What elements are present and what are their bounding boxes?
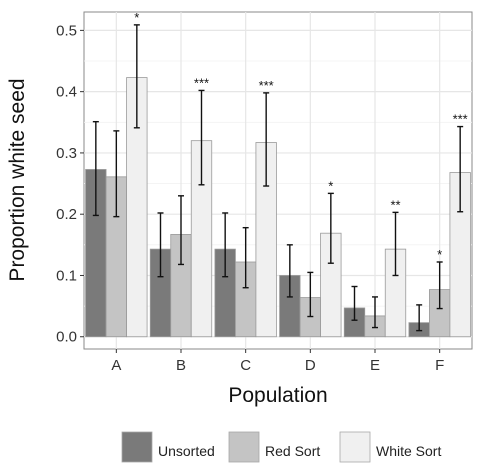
legend-swatch <box>121 431 153 463</box>
error-bar <box>416 304 423 332</box>
x-axis-title: Population <box>228 384 327 407</box>
legend-label: White Sort <box>376 443 441 459</box>
significance-label: * <box>134 10 139 25</box>
legend-label: Unsorted <box>158 443 215 459</box>
x-tick-label: F <box>435 357 444 374</box>
error-bar <box>157 212 164 278</box>
plot-panel <box>83 11 473 350</box>
error-bar <box>263 92 270 187</box>
x-tick-label: E <box>370 357 380 374</box>
y-tick-label: 0.3 <box>56 145 77 162</box>
y-tick-label: 0.4 <box>56 84 77 101</box>
x-tick-label: D <box>305 357 316 374</box>
error-bar <box>436 261 443 310</box>
legend-swatch <box>228 431 260 463</box>
y-axis-title: Proportion white seed <box>6 78 29 281</box>
error-bar <box>286 244 293 298</box>
legend-item-white-sort: White Sort <box>339 431 441 463</box>
significance-label: * <box>328 178 333 193</box>
significance-label: * <box>437 247 442 262</box>
x-tick-label: B <box>176 357 186 374</box>
significance-labels: ***** ********* <box>134 10 467 262</box>
legend-label: Red Sort <box>265 443 320 459</box>
error-bar <box>372 296 378 329</box>
legend-item-red-sort: Red Sort <box>228 431 320 463</box>
significance-label: *** <box>259 78 274 93</box>
error-bar <box>307 271 314 318</box>
error-bar <box>222 212 229 278</box>
error-bar <box>113 130 120 218</box>
error-bar <box>242 226 249 289</box>
x-tick-label: C <box>240 357 251 374</box>
legend: Unsorted Red Sort White Sort <box>121 431 441 463</box>
error-bar <box>327 192 334 264</box>
significance-label: *** <box>453 112 468 127</box>
error-bar <box>198 89 205 186</box>
error-bar <box>133 24 140 129</box>
y-tick-label: 0.5 <box>56 22 77 39</box>
y-tick-label: 0.1 <box>56 267 77 284</box>
y-axis: 0.0 0.1 0.2 0.3 0.4 0.5 <box>56 22 84 346</box>
y-tick-label: 0.0 <box>56 329 77 346</box>
error-bar <box>178 195 184 266</box>
y-tick-label: 0.2 <box>56 206 77 223</box>
x-tick-label: A <box>111 357 121 374</box>
significance-label: ** <box>390 197 400 212</box>
significance-label: *** <box>194 75 209 90</box>
x-axis: A B C D E F <box>111 349 444 374</box>
error-bar <box>457 125 464 213</box>
legend-swatch <box>339 431 371 463</box>
grid-lines <box>84 12 472 349</box>
error-bar <box>351 285 358 321</box>
error-bar <box>392 211 399 277</box>
bars-layer <box>85 77 471 338</box>
error-bars-layer <box>92 24 464 332</box>
error-bar <box>92 120 99 217</box>
legend-item-unsorted: Unsorted <box>121 431 215 463</box>
